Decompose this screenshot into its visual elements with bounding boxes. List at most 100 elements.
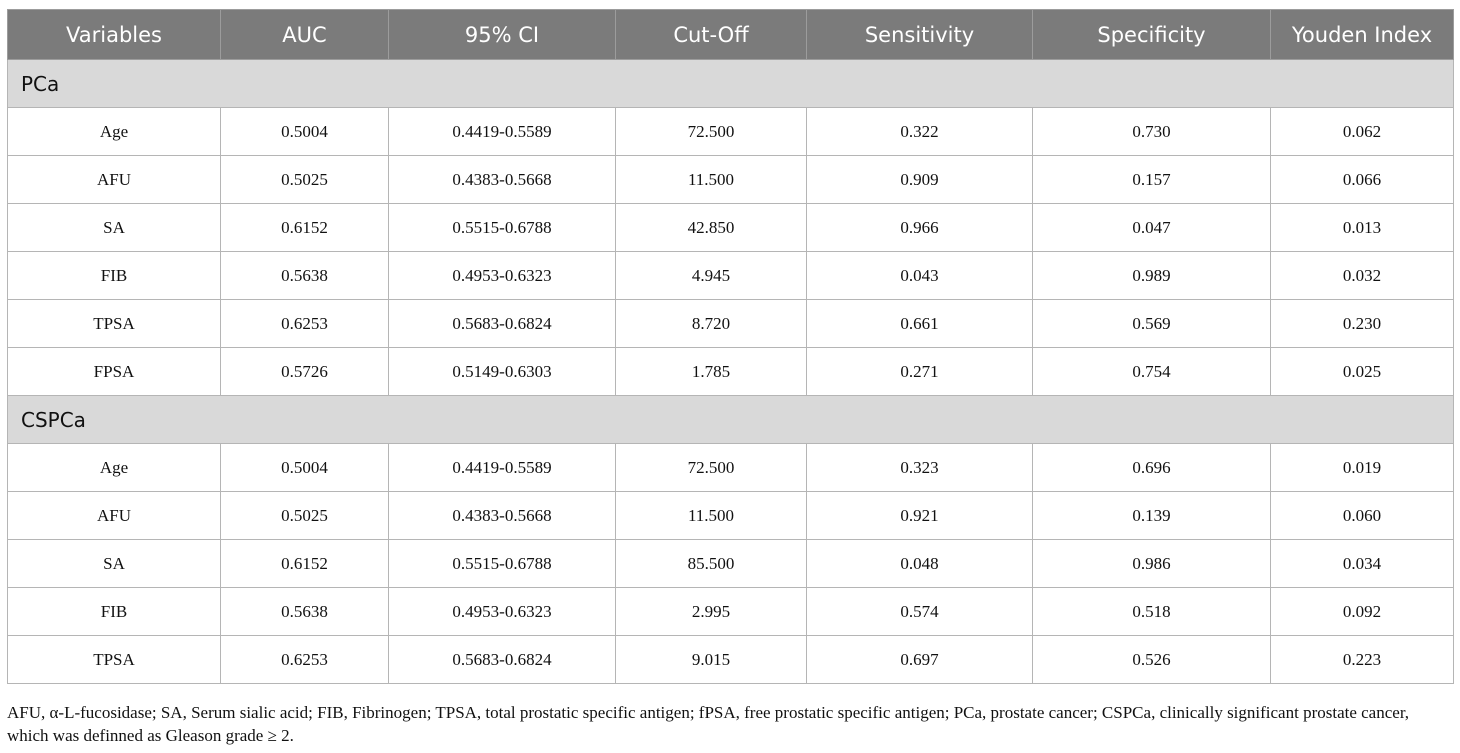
table-row: SA 0.6152 0.5515-0.6788 85.500 0.048 0.986 0.0… (7, 539, 1454, 588)
cell-sensitivity: 0.048 (806, 539, 1033, 588)
cell-specificity: 0.986 (1032, 539, 1271, 588)
cell-youden: 0.032 (1270, 251, 1454, 300)
table-row: TPSA 0.6253 0.5683-0.6824 9.015 0.697 0.526 0.… (7, 635, 1454, 684)
cell-cutoff: 4.945 (615, 251, 807, 300)
group-label: CSPCa (7, 395, 1454, 444)
cell-ci: 0.4383-0.5668 (388, 491, 616, 540)
table-row: FPSA 0.5726 0.5149-0.6303 1.785 0.271 0.754 0.… (7, 347, 1454, 396)
cell-ci: 0.4419-0.5589 (388, 443, 616, 492)
cell-sensitivity: 0.323 (806, 443, 1033, 492)
cell-variable: AFU (7, 155, 221, 204)
cell-ci: 0.5149-0.6303 (388, 347, 616, 396)
cell-variable: AFU (7, 491, 221, 540)
cell-variable: SA (7, 203, 221, 252)
cell-youden: 0.062 (1270, 107, 1454, 156)
header-cell-ci: 95% CI (388, 9, 616, 60)
cell-youden: 0.019 (1270, 443, 1454, 492)
cell-auc: 0.6152 (220, 203, 389, 252)
cell-youden: 0.013 (1270, 203, 1454, 252)
header-cell-variables: Variables (7, 9, 221, 60)
cell-auc: 0.5025 (220, 491, 389, 540)
cell-youden: 0.025 (1270, 347, 1454, 396)
cell-sensitivity: 0.574 (806, 587, 1033, 636)
cell-ci: 0.5515-0.6788 (388, 203, 616, 252)
cell-sensitivity: 0.661 (806, 299, 1033, 348)
cell-cutoff: 11.500 (615, 155, 807, 204)
cell-sensitivity: 0.697 (806, 635, 1033, 684)
cell-ci: 0.5515-0.6788 (388, 539, 616, 588)
cell-cutoff: 11.500 (615, 491, 807, 540)
cell-variable: SA (7, 539, 221, 588)
cell-specificity: 0.139 (1032, 491, 1271, 540)
cell-specificity: 0.047 (1032, 203, 1271, 252)
header-cell-auc: AUC (220, 9, 389, 60)
header-row: Variables AUC 95% CI Cut-Off Sensitivity… (7, 9, 1454, 60)
cell-cutoff: 72.500 (615, 443, 807, 492)
cell-ci: 0.4383-0.5668 (388, 155, 616, 204)
cell-ci: 0.4953-0.6323 (388, 251, 616, 300)
cell-auc: 0.6253 (220, 635, 389, 684)
cell-ci: 0.5683-0.6824 (388, 299, 616, 348)
cell-variable: FPSA (7, 347, 221, 396)
table-row: AFU 0.5025 0.4383-0.5668 11.500 0.921 0.139 0.… (7, 491, 1454, 540)
cell-auc: 0.5004 (220, 443, 389, 492)
cell-cutoff: 1.785 (615, 347, 807, 396)
cell-ci: 0.5683-0.6824 (388, 635, 616, 684)
results-table: Variables AUC 95% CI Cut-Off Sensitivity… (7, 9, 1454, 684)
cell-specificity: 0.569 (1032, 299, 1271, 348)
table-footnote: AFU, α-L-fucosidase; SA, Serum sialic ac… (7, 703, 1410, 745)
table-row: FIB 0.5638 0.4953-0.6323 4.945 0.043 0.989 0.0… (7, 251, 1454, 300)
cell-auc: 0.6152 (220, 539, 389, 588)
cell-auc: 0.5638 (220, 251, 389, 300)
cell-specificity: 0.754 (1032, 347, 1271, 396)
cell-auc: 0.5004 (220, 107, 389, 156)
group-label: PCa (7, 59, 1454, 108)
cell-youden: 0.066 (1270, 155, 1454, 204)
table-row: Age 0.5004 0.4419-0.5589 72.500 0.322 0.730 0.… (7, 107, 1454, 156)
cell-sensitivity: 0.966 (806, 203, 1033, 252)
cell-specificity: 0.730 (1032, 107, 1271, 156)
table-row: FIB 0.5638 0.4953-0.6323 2.995 0.574 0.518 0.0… (7, 587, 1454, 636)
cell-sensitivity: 0.271 (806, 347, 1033, 396)
cell-sensitivity: 0.921 (806, 491, 1033, 540)
cell-cutoff: 85.500 (615, 539, 807, 588)
cell-youden: 0.060 (1270, 491, 1454, 540)
cell-specificity: 0.157 (1032, 155, 1271, 204)
cell-cutoff: 72.500 (615, 107, 807, 156)
cell-specificity: 0.518 (1032, 587, 1271, 636)
cell-ci: 0.4953-0.6323 (388, 587, 616, 636)
cell-auc: 0.5726 (220, 347, 389, 396)
cell-variable: Age (7, 107, 221, 156)
cell-variable: FIB (7, 587, 221, 636)
table-row: SA 0.6152 0.5515-0.6788 42.850 0.966 0.047 0.0… (7, 203, 1454, 252)
cell-cutoff: 2.995 (615, 587, 807, 636)
cell-variable: TPSA (7, 299, 221, 348)
header-cell-specificity: Specificity (1032, 9, 1271, 60)
header-cell-cutoff: Cut-Off (615, 9, 807, 60)
cell-variable: TPSA (7, 635, 221, 684)
cell-auc: 0.5638 (220, 587, 389, 636)
cell-variable: Age (7, 443, 221, 492)
table-row: AFU 0.5025 0.4383-0.5668 11.500 0.909 0.157 0.… (7, 155, 1454, 204)
results-table-container: Variables AUC 95% CI Cut-Off Sensitivity… (7, 9, 1454, 684)
cell-youden: 0.230 (1270, 299, 1454, 348)
cell-cutoff: 42.850 (615, 203, 807, 252)
cell-cutoff: 9.015 (615, 635, 807, 684)
cell-sensitivity: 0.043 (806, 251, 1033, 300)
cell-cutoff: 8.720 (615, 299, 807, 348)
cell-youden: 0.223 (1270, 635, 1454, 684)
cell-auc: 0.6253 (220, 299, 389, 348)
table-row: TPSA 0.6253 0.5683-0.6824 8.720 0.661 0.569 0.… (7, 299, 1454, 348)
cell-youden: 0.092 (1270, 587, 1454, 636)
cell-ci: 0.4419-0.5589 (388, 107, 616, 156)
cell-specificity: 0.696 (1032, 443, 1271, 492)
cell-youden: 0.034 (1270, 539, 1454, 588)
cell-sensitivity: 0.322 (806, 107, 1033, 156)
cell-sensitivity: 0.909 (806, 155, 1033, 204)
cell-variable: FIB (7, 251, 221, 300)
group-row: PCa (7, 59, 1454, 108)
group-row: CSPCa (7, 395, 1454, 444)
cell-specificity: 0.989 (1032, 251, 1271, 300)
table-row: Age 0.5004 0.4419-0.5589 72.500 0.323 0.696 0.… (7, 443, 1454, 492)
cell-auc: 0.5025 (220, 155, 389, 204)
